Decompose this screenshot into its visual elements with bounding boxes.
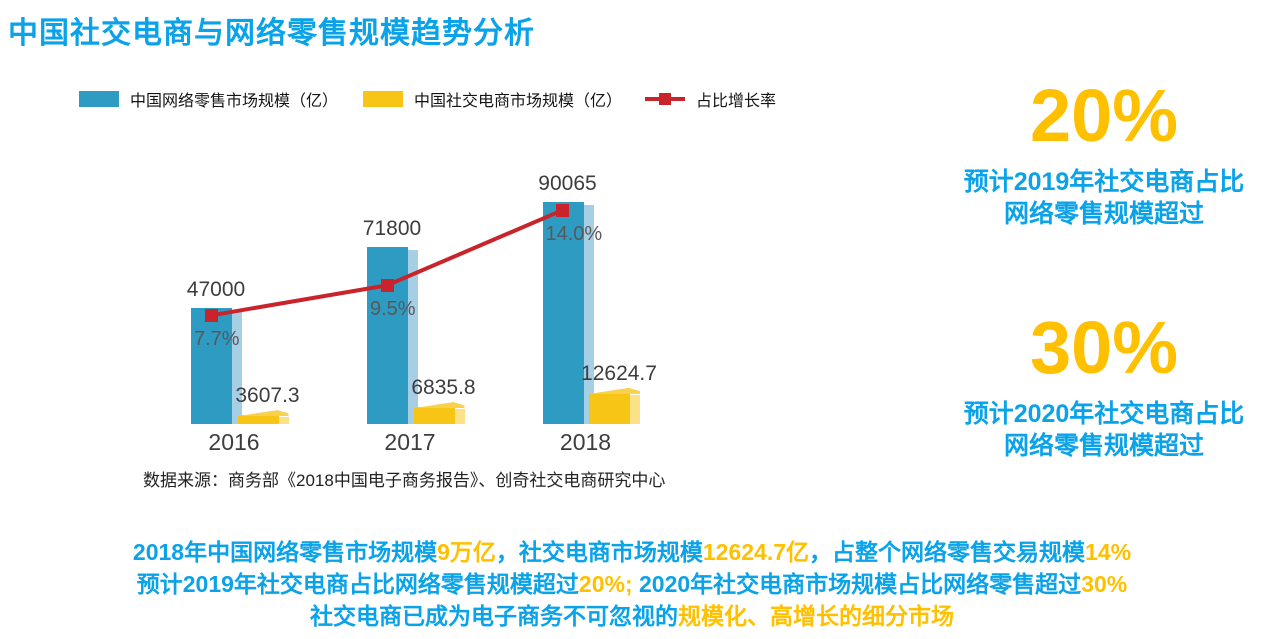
summary-segment-yellow: 20%; [578, 571, 633, 597]
highlight-2020-caption-line1: 预计2020年社交电商占比 [963, 400, 1245, 428]
highlight-2019-caption-line1: 预计2019年社交电商占比 [963, 168, 1245, 196]
summary-segment-yellow: 规模化、高增长的细分市场 [678, 603, 954, 629]
highlight-2020-value: 30% [1029, 306, 1179, 389]
legend-swatch-retail [79, 91, 119, 107]
summary-segment-blue: ，占整个网络零售交易规模 [809, 539, 1086, 565]
legend-label-retail: 中国网络零售市场规模（亿） [130, 93, 339, 110]
social-bar-side [278, 417, 289, 424]
growth-marker [556, 203, 569, 217]
retail-bar-side [408, 250, 418, 424]
legend-item-retail: 中国网络零售市场规模（亿） [79, 90, 339, 110]
legend-line-square [659, 93, 671, 105]
retail-bar-value: 71800 [362, 217, 422, 241]
summary-paragraph: 2018年中国网络零售市场规模9万亿，社交电商市场规模12624.7亿，占整个网… [0, 536, 1264, 632]
x-axis-label: 2017 [384, 429, 436, 455]
growth-rate-label: 14.0% [545, 223, 603, 246]
highlight-2020-caption: 预计2020年社交电商占比 网络零售规模超过 [944, 398, 1264, 462]
legend-item-growth: 占比增长率 [645, 90, 777, 110]
summary-segment-yellow: 12624.7亿 [702, 539, 810, 565]
legend-label-social: 中国社交电商市场规模（亿） [414, 93, 623, 110]
social-bar-value: 12624.7 [581, 361, 657, 385]
growth-rate-label: 9.5% [370, 298, 416, 321]
retail-bar-value: 47000 [186, 278, 246, 302]
legend-label-growth: 占比增长率 [696, 93, 777, 110]
social-bar-side [630, 394, 640, 424]
x-axis-label: 2016 [208, 429, 260, 455]
highlight-2019-caption: 预计2019年社交电商占比 网络零售规模超过 [944, 166, 1264, 230]
retail-bar-side [583, 205, 594, 424]
retail-bar [191, 308, 232, 424]
summary-segment-blue: 预计2019年社交电商占比网络零售规模超过 [136, 571, 579, 597]
social-bar [237, 415, 279, 424]
highlight-2020-caption-line2: 网络零售规模超过 [1003, 432, 1204, 460]
social-bar-cap [589, 387, 640, 394]
page-title: 中国社交电商与网络零售规模趋势分析 [8, 17, 535, 50]
summary-segment-blue: ，社交电商市场规模 [495, 539, 703, 565]
legend-line-marker-icon [645, 91, 685, 107]
growth-marker [380, 278, 394, 292]
summary-segment-blue: 社交电商已成为电子商务不可忽视的 [310, 603, 678, 629]
growth-marker [204, 308, 218, 322]
summary-segment-yellow: 9万亿 [437, 539, 496, 565]
summary-segment-blue: 2020年社交电商市场规模占比网络零售超过 [632, 571, 1082, 597]
social-bar-value: 6835.8 [411, 376, 476, 400]
social-bar-cap [237, 410, 289, 417]
highlight-2020: 30% 预计2020年社交电商占比 网络零售规模超过 [944, 308, 1264, 462]
highlight-2019-value: 20% [1029, 74, 1179, 157]
growth-rate-label: 7.7% [194, 328, 240, 351]
x-axis-label: 2018 [559, 429, 612, 455]
summary-line-1: 2018年中国网络零售市场规模9万亿，社交电商市场规模12624.7亿，占整个网… [0, 536, 1264, 568]
summary-line-3: 社交电商已成为电子商务不可忽视的规模化、高增长的细分市场 [0, 600, 1264, 632]
summary-segment-blue: 2018年中国网络零售市场规模 [132, 539, 438, 565]
social-bar-value: 3607.3 [235, 384, 300, 408]
summary-line-2: 预计2019年社交电商占比网络零售规模超过20%; 2020年社交电商市场规模占… [0, 568, 1264, 600]
social-bar-cap [413, 402, 465, 409]
highlight-2019-caption-line2: 网络零售规模超过 [1003, 200, 1204, 228]
social-bar-side [454, 409, 465, 424]
legend-swatch-social [363, 91, 403, 107]
retail-bar-side [232, 311, 242, 424]
highlight-2019: 20% 预计2019年社交电商占比 网络零售规模超过 [944, 76, 1264, 230]
data-source-note: 数据来源：商务部《2018中国电子商务报告》、创奇社交电商研究中心 [143, 471, 666, 490]
retail-bar-value: 90065 [538, 172, 597, 195]
social-bar [413, 407, 455, 424]
summary-segment-yellow: 30% [1081, 571, 1128, 597]
legend-item-social: 中国社交电商市场规模（亿） [363, 90, 623, 110]
social-bar [589, 392, 630, 424]
summary-segment-yellow: 14% [1085, 539, 1132, 565]
